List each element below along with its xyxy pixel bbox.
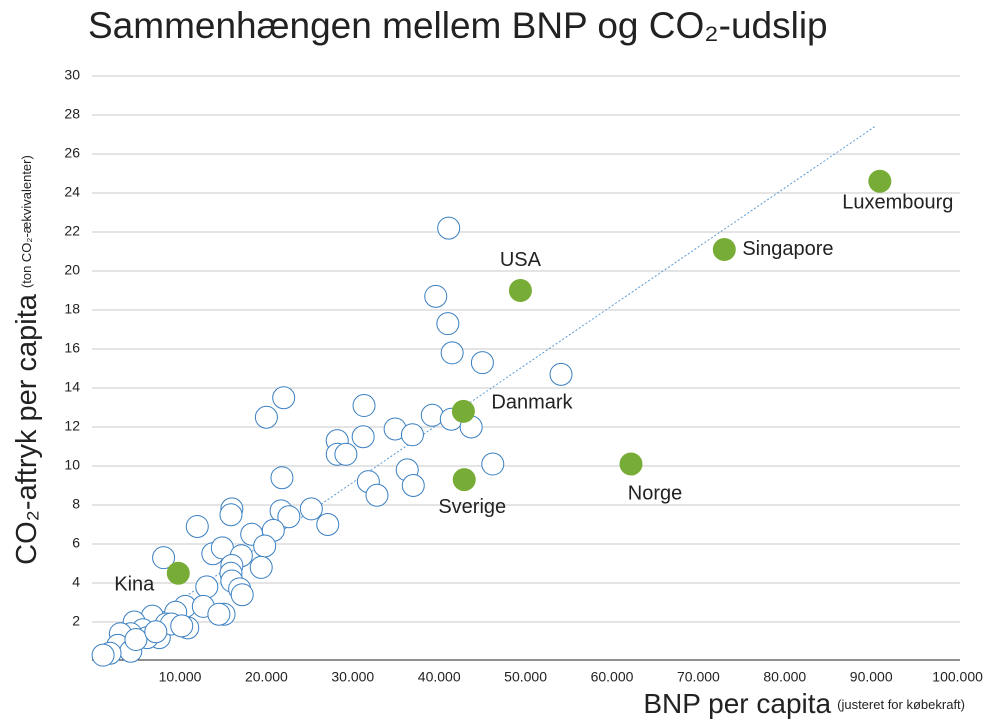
point-label: Norge xyxy=(628,482,682,504)
point xyxy=(277,505,301,529)
point xyxy=(299,497,323,521)
point xyxy=(124,628,148,652)
y-tick-label: 26 xyxy=(64,145,80,161)
point xyxy=(152,546,176,570)
x-tick-label: 20.000 xyxy=(245,669,288,685)
y-label-main: CO₂-aftryk per capita xyxy=(11,293,43,565)
point xyxy=(207,602,231,626)
y-tick-label: 18 xyxy=(64,301,80,317)
point xyxy=(619,452,643,476)
y-tick-label: 8 xyxy=(72,496,80,512)
point xyxy=(440,341,464,365)
point xyxy=(254,405,278,429)
y-axis-label: CO₂-aftryk per capita (ton CO₂-ækvivalent… xyxy=(11,155,43,565)
point xyxy=(270,466,294,490)
point xyxy=(868,169,892,193)
point xyxy=(185,514,209,538)
point-label: Kina xyxy=(114,574,155,596)
point xyxy=(481,452,505,476)
x-tick-label: 90.000 xyxy=(850,669,893,685)
point xyxy=(91,643,115,667)
point xyxy=(451,399,475,423)
point xyxy=(712,238,736,262)
x-tick-label: 80.000 xyxy=(763,669,806,685)
point xyxy=(316,513,340,536)
point xyxy=(401,474,425,497)
y-tick-label: 12 xyxy=(64,418,80,434)
point xyxy=(144,620,168,644)
point xyxy=(549,362,573,386)
point-label: Luxembourg xyxy=(842,192,953,214)
point xyxy=(230,583,254,607)
y-tick-label: 6 xyxy=(72,535,80,551)
y-tick-label: 28 xyxy=(64,106,80,122)
y-tick-label: 16 xyxy=(64,340,80,356)
point-label: Sverige xyxy=(438,496,506,518)
x-tick-label: 40.000 xyxy=(418,669,461,685)
point xyxy=(420,403,444,427)
y-tick-label: 24 xyxy=(64,184,80,200)
point xyxy=(400,423,424,447)
point-label: USA xyxy=(500,249,542,271)
chart-title: Sammenhængen mellem BNP og CO₂-udslip xyxy=(88,5,828,46)
trendline xyxy=(99,126,875,656)
point-label: Danmark xyxy=(491,392,573,414)
point xyxy=(424,284,448,308)
point xyxy=(170,614,194,638)
point xyxy=(351,425,375,449)
point xyxy=(365,483,389,507)
point xyxy=(272,386,296,410)
x-tick-label: 30.000 xyxy=(331,669,374,685)
y-label-note: (ton CO₂-ækvivalenter) xyxy=(19,155,34,288)
point xyxy=(166,561,190,585)
x-tick-label: 10.000 xyxy=(159,669,202,685)
y-tick-label: 10 xyxy=(64,457,80,473)
point xyxy=(436,312,460,336)
point xyxy=(249,555,273,579)
x-tick-label: 50.000 xyxy=(504,669,547,685)
y-tick-label: 14 xyxy=(64,379,80,395)
point xyxy=(219,503,243,527)
y-tick-label: 22 xyxy=(64,223,80,239)
y-tick-label: 2 xyxy=(72,613,80,629)
point xyxy=(437,216,461,240)
point xyxy=(508,279,532,302)
x-tick-label: 70.000 xyxy=(677,669,720,685)
point xyxy=(452,468,476,492)
x-tick-label: 100.000 xyxy=(932,669,983,685)
x-label-main: BNP per capita xyxy=(643,688,831,719)
point xyxy=(195,575,219,599)
point xyxy=(470,351,494,375)
y-tick-label: 4 xyxy=(72,574,80,590)
point-label: Singapore xyxy=(742,238,833,260)
x-tick-label: 60.000 xyxy=(591,669,634,685)
x-axis-label: BNP per capita (justeret for købekraft) xyxy=(643,688,965,719)
point xyxy=(253,534,277,558)
y-tick-label: 20 xyxy=(64,262,80,278)
y-tick-label: 30 xyxy=(64,67,80,83)
point xyxy=(334,442,358,466)
point xyxy=(352,394,376,418)
x-label-note: (justeret for købekraft) xyxy=(837,697,965,712)
